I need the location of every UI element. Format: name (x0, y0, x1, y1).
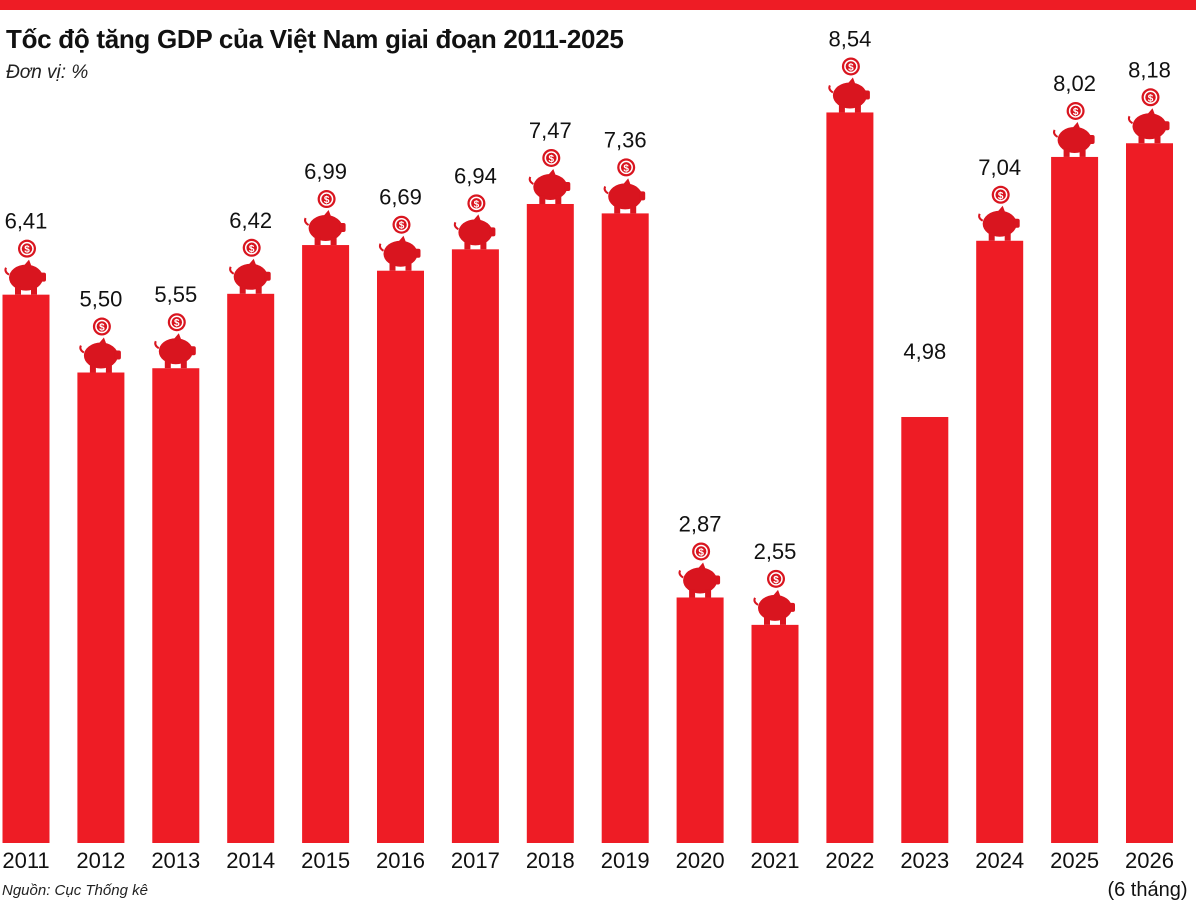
bar-2020 (676, 597, 724, 843)
bar-2026 (1126, 143, 1173, 844)
svg-text:$: $ (623, 163, 629, 174)
category-label: 2024 (975, 848, 1024, 873)
category-label: 2021 (751, 848, 800, 873)
value-label: 5,50 (79, 287, 122, 312)
bar-2013 (152, 368, 200, 843)
piggy-bank-icon: $ (1053, 101, 1095, 157)
piggy-bank-icon: $ (828, 57, 870, 113)
value-label: 6,69 (379, 185, 422, 210)
svg-text:$: $ (549, 154, 555, 165)
svg-text:$: $ (1148, 93, 1154, 104)
bar-2011 (2, 294, 50, 844)
category-label: 2025 (1050, 848, 1099, 873)
value-label: 6,94 (454, 163, 497, 188)
top-accent-bar (0, 0, 1196, 10)
svg-text:$: $ (998, 191, 1004, 202)
svg-text:$: $ (698, 547, 704, 558)
value-label: 8,54 (828, 26, 871, 51)
value-label: 2,87 (679, 511, 722, 536)
chart-title: Tốc độ tăng GDP của Việt Nam giai đoạn 2… (6, 24, 624, 54)
piggy-bank-icon: $ (978, 185, 1020, 241)
piggy-bank-icon: $ (229, 238, 271, 294)
bar-2023 (901, 416, 949, 843)
source-note: Nguồn: Cục Thống kê (2, 882, 148, 899)
svg-text:$: $ (474, 199, 480, 210)
svg-text:$: $ (24, 245, 30, 256)
category-label: 2023 (900, 848, 949, 873)
piggy-bank-icon: $ (753, 569, 795, 625)
unit-label: Đơn vị: % (6, 62, 89, 83)
category-label: 2026 (1125, 848, 1174, 873)
svg-text:$: $ (399, 221, 405, 232)
value-label: 7,04 (978, 155, 1021, 180)
svg-text:$: $ (174, 318, 180, 329)
category-label: 2014 (226, 848, 275, 873)
piggy-bank-icon: $ (304, 190, 346, 246)
bar-2017 (451, 249, 499, 844)
value-label: 5,55 (154, 282, 197, 307)
category-label: 2022 (825, 848, 874, 873)
svg-text:$: $ (249, 244, 255, 255)
value-label: 7,47 (529, 118, 572, 143)
value-label: 7,36 (604, 127, 647, 152)
bar-2014 (227, 293, 275, 843)
svg-text:$: $ (848, 62, 854, 73)
category-label: 2017 (451, 848, 500, 873)
piggy-bank-icon: $ (79, 317, 121, 373)
category-label: 2015 (301, 848, 350, 873)
value-label: 6,99 (304, 159, 347, 184)
value-label: 2,55 (754, 539, 797, 564)
bar-2018 (526, 203, 574, 843)
svg-text:$: $ (1073, 107, 1079, 118)
piggy-bank-icon: $ (154, 313, 196, 369)
piggy-bank-icon: $ (1127, 88, 1170, 144)
piggy-bank-icon: $ (453, 194, 496, 250)
value-label: 6,42 (229, 208, 272, 233)
category-label: 2019 (601, 848, 650, 873)
category-label: 2016 (376, 848, 425, 873)
category-label: 2013 (151, 848, 200, 873)
category-label: 2012 (76, 848, 125, 873)
piggy-bank-icon: $ (4, 239, 46, 295)
bar-2015 (302, 245, 350, 843)
piggy-bank-icon: $ (603, 158, 646, 214)
piggy-bank-icon: $ (378, 215, 421, 271)
value-label: 8,18 (1128, 57, 1171, 82)
svg-text:$: $ (324, 195, 330, 206)
bar-2021 (751, 624, 799, 843)
bar-2022 (826, 112, 874, 844)
category-label: 2020 (676, 848, 725, 873)
bar-2016 (377, 270, 424, 844)
svg-text:$: $ (99, 323, 105, 334)
bar-2019 (601, 213, 649, 843)
value-label: 4,98 (903, 339, 946, 364)
piggy-bank-icon: $ (528, 148, 571, 204)
piggy-bank-icon: $ (678, 542, 721, 598)
bar-2025 (1051, 156, 1099, 844)
category-label: 2011 (2, 848, 49, 873)
svg-text:$: $ (773, 575, 779, 586)
value-label: 6,41 (5, 209, 48, 234)
value-label: 8,02 (1053, 71, 1096, 96)
bar-2024 (976, 240, 1024, 843)
bar-2012 (77, 372, 125, 843)
category-sublabel: (6 tháng) (1107, 879, 1187, 901)
category-label: 2018 (526, 848, 575, 873)
